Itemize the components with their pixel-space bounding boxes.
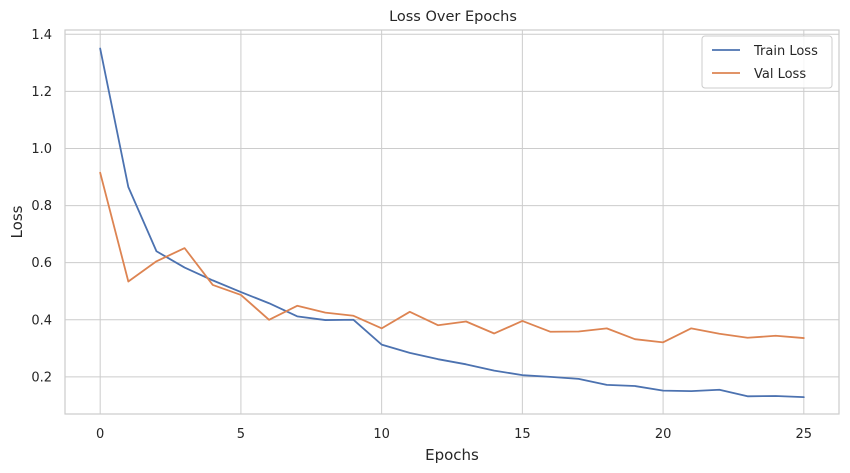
x-tick-label: 5 <box>237 427 245 442</box>
y-tick-label: 1.0 <box>31 142 52 157</box>
x-tick-label: 25 <box>796 427 813 442</box>
tick-labels: 0 5 10 15 20 25 0.2 0.4 0.6 0.8 1.0 1.2 1.4 <box>31 28 812 442</box>
y-tick-label: 1.2 <box>31 85 52 100</box>
legend-frame <box>701 35 833 89</box>
x-axis-title: Epochs <box>425 446 479 464</box>
x-tick-label: 10 <box>373 427 390 442</box>
y-axis-title: Loss <box>8 205 26 238</box>
series-line-val-loss <box>99 171 805 344</box>
x-tick-label: 15 <box>514 427 531 442</box>
y-tick-label: 0.8 <box>31 199 52 214</box>
chart-title: Loss Over Epochs <box>389 9 517 25</box>
legend: Train Loss Val Loss <box>701 35 833 89</box>
series-lines <box>99 47 805 399</box>
plot-frame <box>64 29 840 415</box>
legend-label: Train Loss <box>753 44 818 59</box>
y-tick-label: 0.2 <box>31 370 52 385</box>
grid <box>65 30 839 414</box>
x-tick-label: 0 <box>96 427 104 442</box>
y-tick-label: 0.6 <box>31 256 52 271</box>
x-tick-label: 20 <box>655 427 672 442</box>
y-tick-label: 0.4 <box>31 313 52 328</box>
series-line-train-loss <box>99 47 805 399</box>
y-tick-label: 1.4 <box>31 28 52 43</box>
legend-label: Val Loss <box>754 67 806 82</box>
